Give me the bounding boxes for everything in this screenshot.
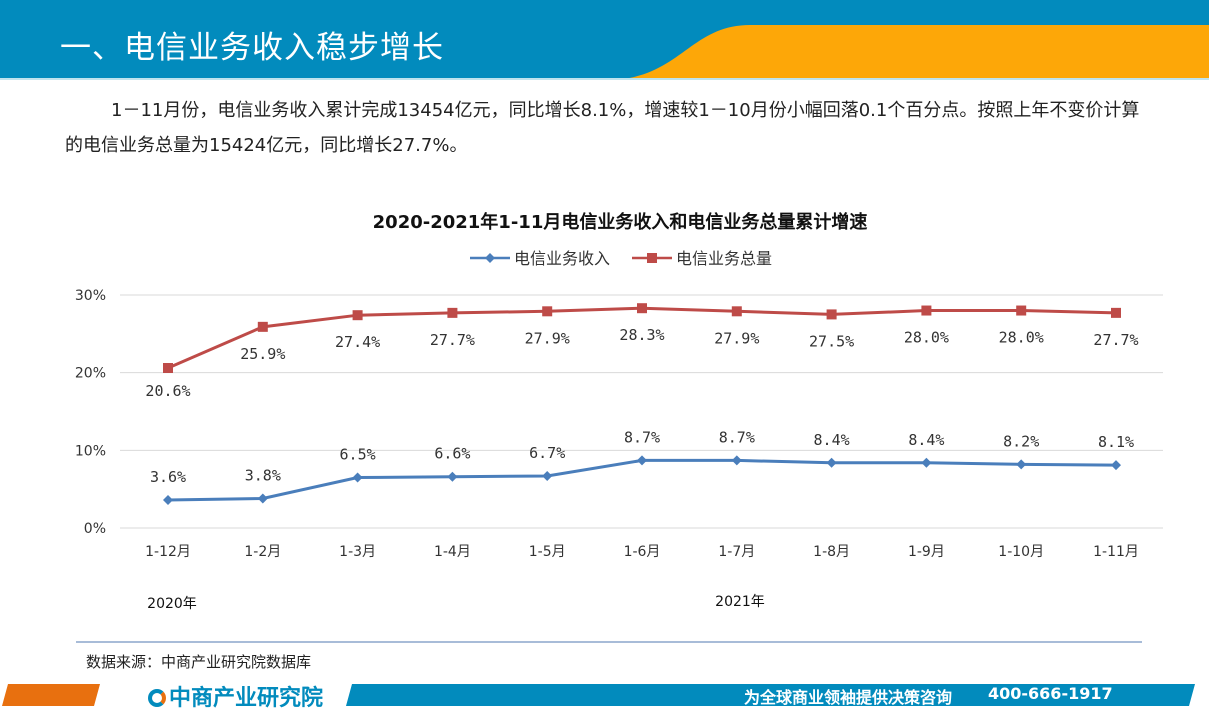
- data-label: 8.7%: [719, 428, 755, 446]
- page-title: 一、电信业务收入稳步增长: [60, 30, 444, 66]
- data-label: 8.2%: [1003, 432, 1039, 450]
- data-label: 3.8%: [245, 466, 281, 484]
- data-point: [163, 495, 173, 506]
- data-point: [447, 471, 458, 482]
- footer-slogan: 为全球商业领袖提供决策咨询: [744, 688, 953, 707]
- x-tick-label: 1-7月: [718, 544, 755, 560]
- logo: 中商产业研究院: [148, 680, 323, 712]
- data-point: [542, 306, 553, 317]
- y-tick-label: 0%: [84, 521, 106, 537]
- data-point: [163, 363, 173, 374]
- legend-label: 电信业务总量: [676, 249, 772, 268]
- data-point: [1111, 460, 1121, 471]
- x-tick-label: 1-3月: [339, 544, 376, 560]
- data-point: [637, 455, 647, 466]
- data-label: 27.5%: [809, 332, 854, 350]
- data-label: 28.3%: [619, 326, 664, 344]
- data-point: [257, 493, 268, 504]
- data-label: 27.4%: [335, 333, 380, 351]
- x-tick-label: 1-10月: [998, 544, 1044, 560]
- data-label: 28.0%: [904, 329, 949, 347]
- x-tick-label: 1-6月: [624, 544, 661, 560]
- y-tick-label: 20%: [75, 366, 106, 382]
- x-tick-label: 1-9月: [908, 544, 945, 560]
- logo-text: 中商产业研究院: [169, 686, 324, 711]
- data-label: 25.9%: [240, 345, 285, 363]
- y-tick-label: 30%: [75, 288, 106, 304]
- logo-icon: [148, 689, 166, 707]
- x-tick-label: 1-5月: [529, 544, 566, 560]
- data-point: [1016, 305, 1027, 316]
- data-point: [826, 309, 837, 320]
- data-label: 8.7%: [624, 428, 660, 446]
- data-point: [731, 455, 742, 466]
- data-point: [257, 321, 268, 332]
- data-label: 8.4%: [908, 431, 944, 449]
- data-label: 6.5%: [340, 446, 376, 464]
- summary-paragraph: 1－11月份，电信业务收入累计完成13454亿元，同比增长8.1%，增速较1－1…: [65, 100, 1140, 156]
- data-label: 8.1%: [1098, 433, 1134, 451]
- y-tick-label: 10%: [75, 443, 106, 459]
- data-label: 6.7%: [529, 444, 565, 462]
- data-point: [921, 457, 932, 468]
- data-source: 数据来源：中商产业研究院数据库: [86, 653, 312, 671]
- data-label: 27.9%: [525, 329, 570, 347]
- legend-label: 电信业务收入: [514, 249, 610, 268]
- year-label: 2020年: [147, 596, 197, 612]
- data-label: 20.6%: [145, 382, 190, 400]
- data-label: 27.7%: [430, 331, 475, 349]
- data-label: 6.6%: [434, 445, 470, 463]
- data-point: [352, 310, 363, 321]
- data-label: 3.6%: [150, 468, 186, 486]
- data-label: 27.9%: [714, 329, 759, 347]
- x-tick-label: 1-12月: [145, 544, 191, 560]
- data-point: [1111, 307, 1121, 318]
- legend-square-marker: [647, 253, 657, 263]
- legend-diamond-marker: [485, 253, 495, 263]
- data-point: [542, 470, 553, 481]
- series-line: [167, 458, 1117, 502]
- data-point: [1016, 459, 1027, 470]
- data-point: [731, 306, 742, 317]
- data-label: 8.4%: [814, 431, 850, 449]
- data-point: [637, 303, 647, 314]
- x-tick-label: 1-2月: [244, 544, 281, 560]
- header-banner: 一、电信业务收入稳步增长: [0, 0, 1209, 80]
- year-label: 2021年: [715, 594, 765, 610]
- x-tick-label: 1-8月: [813, 544, 850, 560]
- data-point: [352, 472, 363, 483]
- data-label: 27.7%: [1093, 331, 1138, 349]
- x-tick-label: 1-4月: [434, 544, 471, 560]
- divider: [76, 641, 1142, 643]
- footer-phone: 400-666-1917: [988, 684, 1113, 703]
- data-point: [447, 307, 458, 318]
- data-point: [921, 305, 932, 316]
- chart-title: 2020-2021年1-11月电信业务收入和电信业务总量累计增速: [373, 211, 868, 233]
- header-wave-decoration: [0, 25, 1209, 80]
- footer-bar: [2, 684, 1195, 706]
- data-label: 28.0%: [999, 329, 1044, 347]
- data-point: [826, 457, 837, 468]
- x-tick-label: 1-11月: [1093, 544, 1139, 560]
